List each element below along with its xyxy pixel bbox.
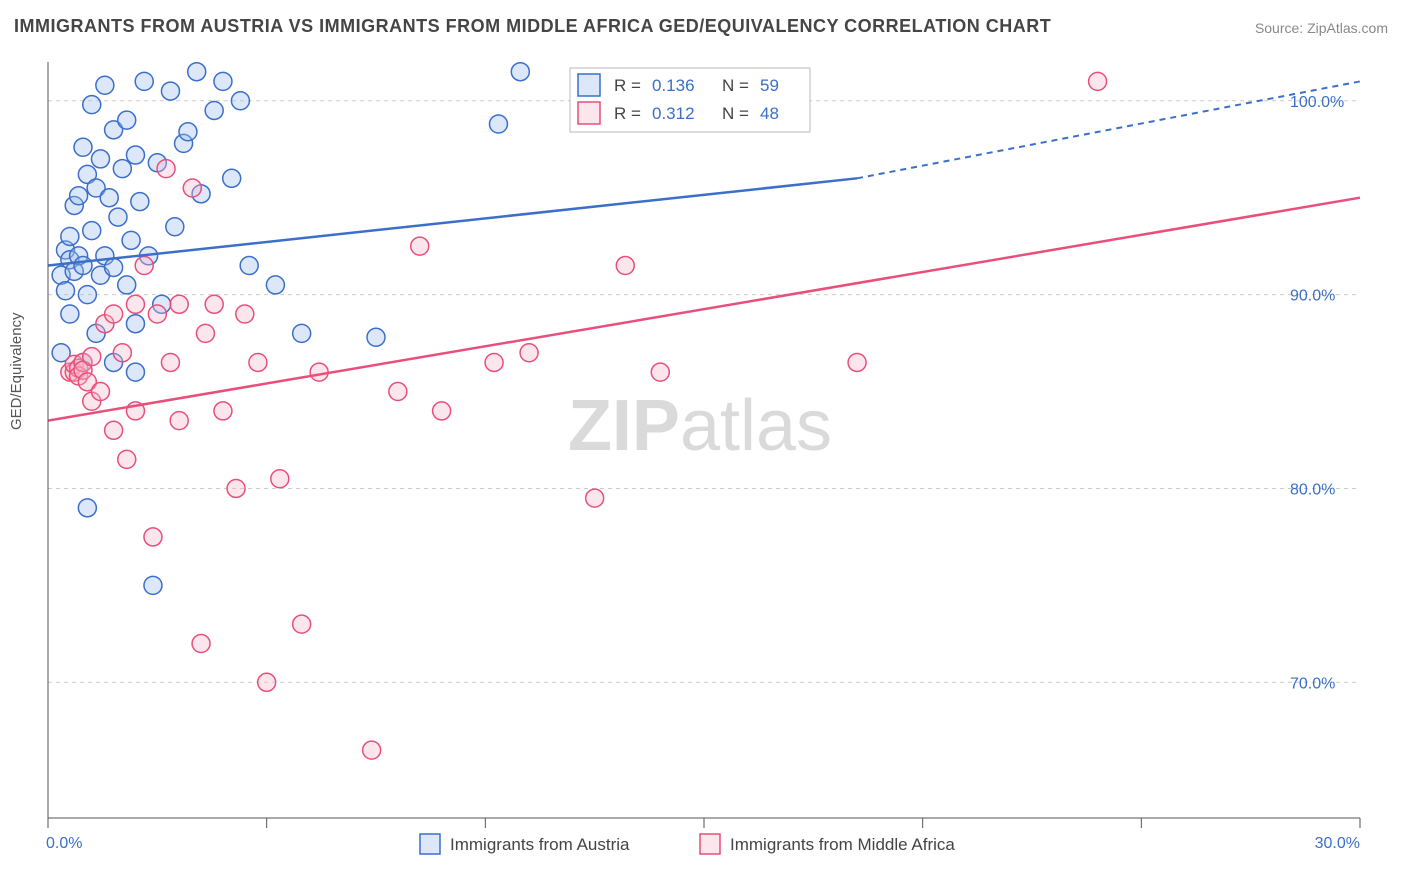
scatter-point: [249, 353, 267, 371]
scatter-point: [205, 295, 223, 313]
scatter-point: [485, 353, 503, 371]
svg-text:R =: R =: [614, 104, 641, 123]
scatter-point: [183, 179, 201, 197]
scatter-point: [179, 123, 197, 141]
scatter-point: [161, 82, 179, 100]
scatter-point: [74, 138, 92, 156]
svg-text:R =: R =: [614, 76, 641, 95]
scatter-point: [144, 576, 162, 594]
scatter-point: [363, 741, 381, 759]
scatter-point: [520, 344, 538, 362]
scatter-point: [131, 193, 149, 211]
legend-swatch: [700, 834, 720, 854]
scatter-point: [113, 160, 131, 178]
scatter-point: [100, 189, 118, 207]
scatter-point: [489, 115, 507, 133]
scatter-point: [83, 348, 101, 366]
scatter-point: [157, 160, 175, 178]
scatter-point: [56, 282, 74, 300]
scatter-point: [61, 227, 79, 245]
scatter-point: [205, 101, 223, 119]
scatter-point: [192, 635, 210, 653]
scatter-point: [161, 353, 179, 371]
scatter-point: [271, 470, 289, 488]
stat-N: 48: [760, 104, 779, 123]
legend-swatch: [578, 102, 600, 124]
chart-svg: 70.0% 80.0% 90.0% 100.0% ZIPatlas 0.0% 30.0% R …: [0, 0, 1406, 892]
scatter-point: [109, 208, 127, 226]
scatter-point: [651, 363, 669, 381]
scatter-point: [240, 257, 258, 275]
scatter-point: [223, 169, 241, 187]
scatter-point: [293, 324, 311, 342]
scatter-point: [411, 237, 429, 255]
scatter-point: [1089, 72, 1107, 90]
scatter-point: [214, 402, 232, 420]
legend-label: Immigrants from Austria: [450, 835, 630, 854]
x-tick-label: 30.0%: [1315, 835, 1360, 852]
scatter-point: [586, 489, 604, 507]
legend-swatch: [578, 74, 600, 96]
scatter-point: [166, 218, 184, 236]
scatter-point: [433, 402, 451, 420]
y-tick-label: 90.0%: [1290, 288, 1335, 305]
trend-line-extrapolated: [857, 81, 1360, 178]
scatter-point: [126, 146, 144, 164]
scatter-point: [105, 421, 123, 439]
scatter-point: [511, 63, 529, 81]
stat-R: 0.136: [652, 76, 695, 95]
legend-label: Immigrants from Middle Africa: [730, 835, 955, 854]
scatter-point: [96, 76, 114, 94]
scatter-point: [135, 257, 153, 275]
scatter-point: [105, 258, 123, 276]
scatter-point: [236, 305, 254, 323]
scatter-point: [170, 295, 188, 313]
scatter-point: [83, 96, 101, 114]
watermark: ZIPatlas: [568, 386, 832, 466]
scatter-point: [78, 286, 96, 304]
scatter-point: [135, 72, 153, 90]
scatter-point: [231, 92, 249, 110]
scatter-point: [170, 412, 188, 430]
scatter-point: [61, 305, 79, 323]
stat-N: 59: [760, 76, 779, 95]
scatter-point: [118, 276, 136, 294]
x-tick-label: 0.0%: [46, 835, 82, 852]
scatter-point: [196, 324, 214, 342]
scatter-point: [113, 344, 131, 362]
y-tick-label: 100.0%: [1290, 94, 1344, 111]
scatter-point: [616, 257, 634, 275]
scatter-point: [848, 353, 866, 371]
svg-text:N =: N =: [722, 104, 749, 123]
stat-R: 0.312: [652, 104, 695, 123]
scatter-point: [118, 111, 136, 129]
scatter-point: [148, 305, 166, 323]
scatter-point: [122, 231, 140, 249]
scatter-point: [310, 363, 328, 381]
y-tick-label: 80.0%: [1290, 481, 1335, 498]
svg-text:N =: N =: [722, 76, 749, 95]
scatter-point: [83, 222, 101, 240]
scatter-point: [78, 499, 96, 517]
scatter-point: [389, 383, 407, 401]
scatter-point: [227, 479, 245, 497]
scatter-point: [118, 450, 136, 468]
scatter-point: [188, 63, 206, 81]
scatter-point: [367, 328, 385, 346]
scatter-point: [126, 315, 144, 333]
scatter-point: [126, 295, 144, 313]
scatter-point: [293, 615, 311, 633]
scatter-point: [70, 187, 88, 205]
scatter-point: [91, 150, 109, 168]
scatter-point: [105, 305, 123, 323]
scatter-point: [91, 383, 109, 401]
scatter-point: [144, 528, 162, 546]
scatter-point: [258, 673, 276, 691]
y-tick-label: 70.0%: [1290, 675, 1335, 692]
scatter-point: [266, 276, 284, 294]
scatter-point: [214, 72, 232, 90]
legend-swatch: [420, 834, 440, 854]
scatter-point: [74, 257, 92, 275]
scatter-point: [126, 363, 144, 381]
